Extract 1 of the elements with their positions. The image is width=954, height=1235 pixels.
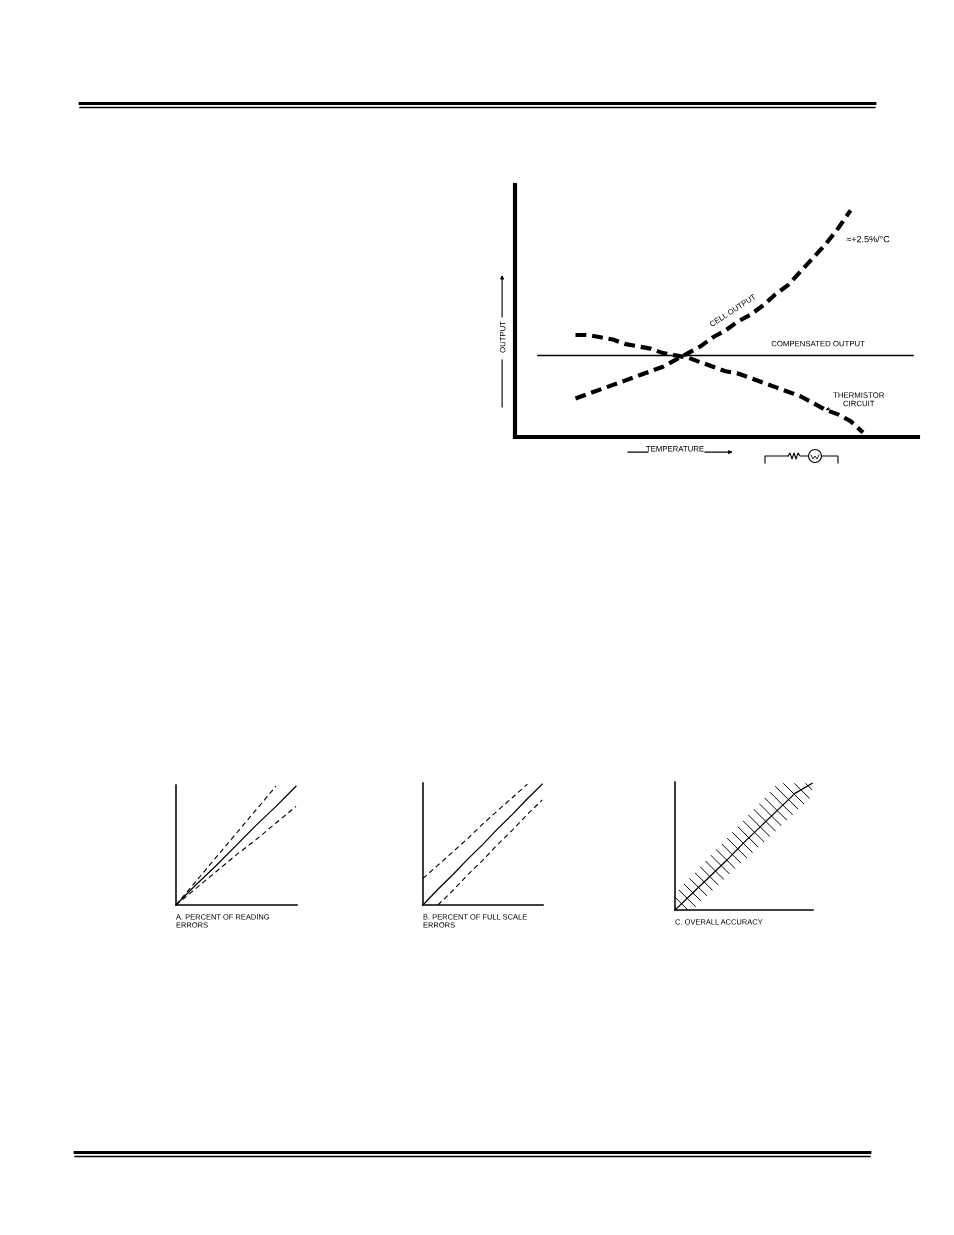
annotation: ≈+2.5%/°C [846, 235, 890, 243]
